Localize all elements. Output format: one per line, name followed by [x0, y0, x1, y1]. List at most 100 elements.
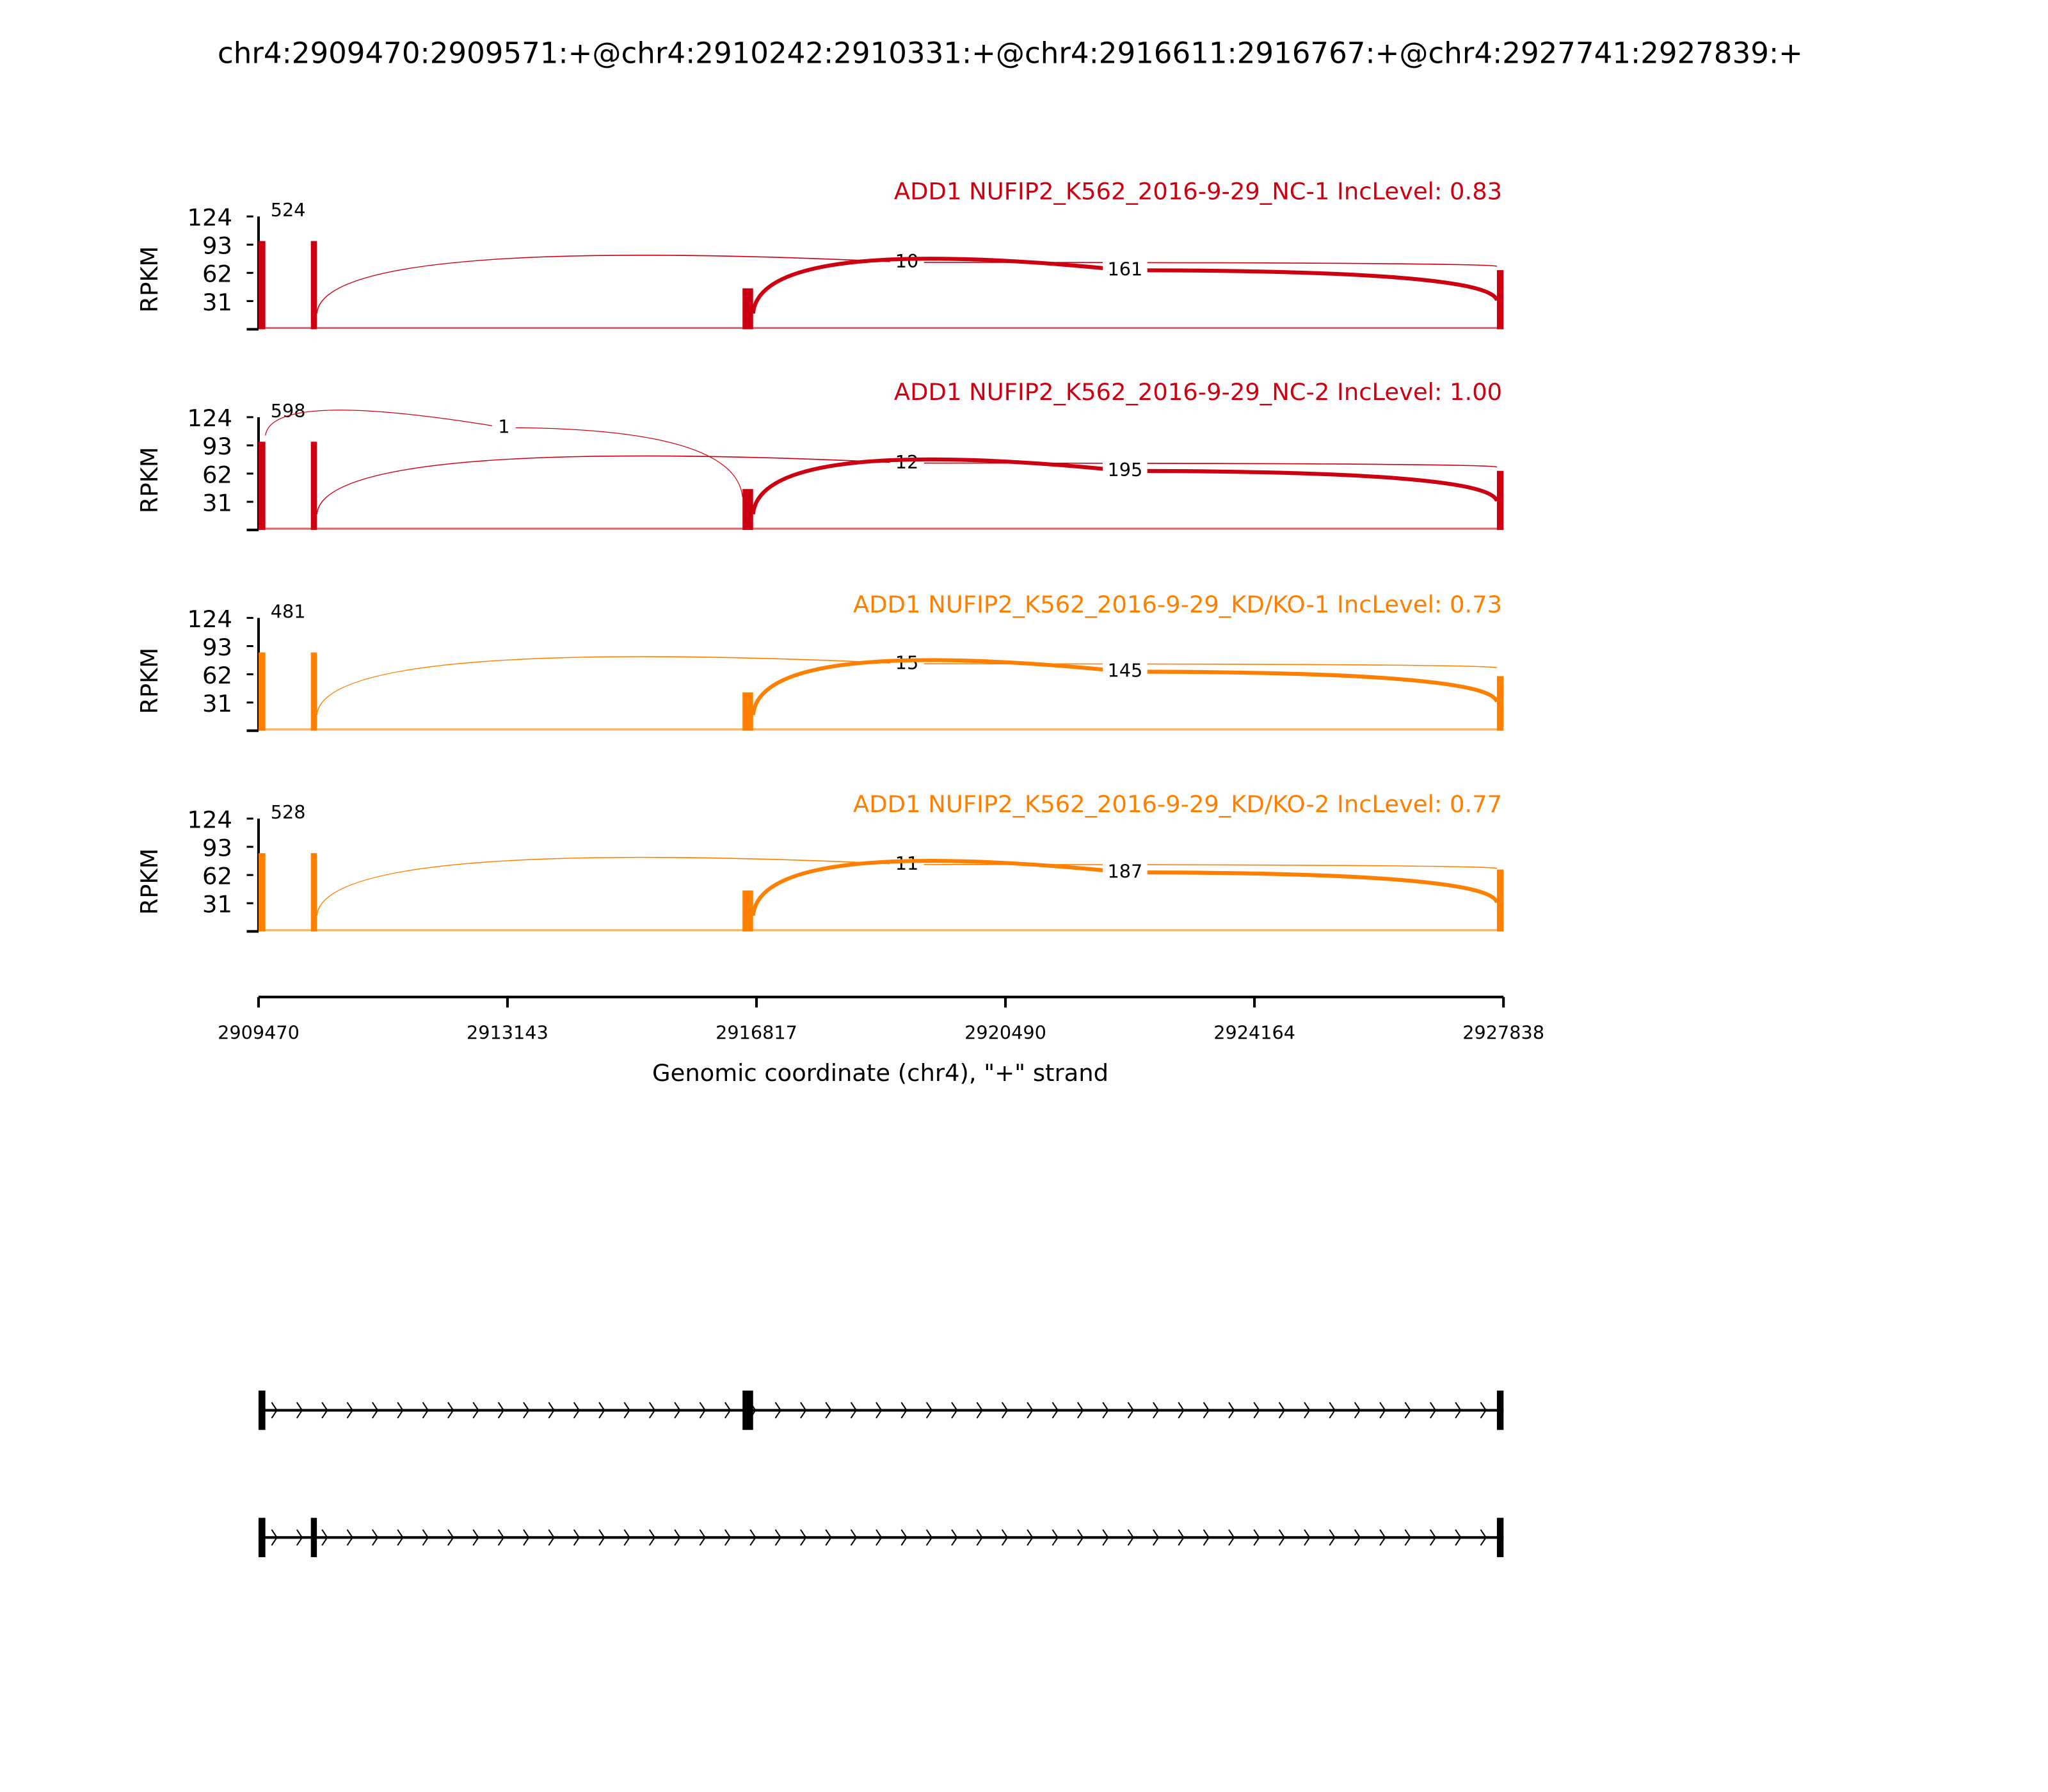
- strand-arrow-icon: [1052, 1529, 1059, 1546]
- y-tick-label: 124: [188, 204, 232, 232]
- strand-arrow-icon: [925, 1529, 933, 1546]
- junction-count-label: 145: [1107, 660, 1142, 682]
- junction-count-label: 524: [271, 199, 306, 221]
- strand-arrow-icon: [1404, 1402, 1411, 1419]
- strand-arrow-icon: [1329, 1529, 1336, 1546]
- strand-arrow-icon: [1178, 1529, 1185, 1546]
- junction-count-label: 12: [895, 451, 919, 473]
- strand-arrow-icon: [1203, 1402, 1210, 1419]
- coverage-exon-3: [742, 692, 753, 731]
- coverage-exon-4: [1496, 470, 1504, 531]
- strand-arrow-icon: [1027, 1402, 1034, 1419]
- strand-arrow-icon: [1480, 1529, 1487, 1546]
- strand-arrow-icon: [1329, 1402, 1336, 1419]
- strand-arrow-icon: [976, 1529, 983, 1546]
- panel-3: ADD1 NUFIP2_K562_2016-9-29_KD/KO-1 IncLe…: [136, 591, 1504, 732]
- x-axis-label: Genomic coordinate (chr4), "+" strand: [652, 1059, 1108, 1087]
- x-tick-label: 2924164: [1213, 1021, 1295, 1043]
- strand-arrow-icon: [296, 1402, 303, 1419]
- coverage-exon-2: [310, 241, 317, 330]
- strand-arrow-icon: [497, 1402, 505, 1419]
- strand-arrow-icon: [397, 1529, 404, 1546]
- coverage-exon-3: [742, 489, 753, 531]
- y-tick-label: 31: [202, 489, 232, 516]
- strand-arrow-icon: [825, 1402, 832, 1419]
- strand-arrow-icon: [699, 1529, 706, 1546]
- junction-count-label: 161: [1107, 258, 1142, 280]
- strand-arrow-icon: [648, 1529, 656, 1546]
- y-tick-label: 124: [188, 404, 232, 432]
- strand-arrow-icon: [1480, 1402, 1487, 1419]
- junction-label-bg: [1102, 255, 1148, 280]
- panel-4: ADD1 NUFIP2_K562_2016-9-29_KD/KO-2 IncLe…: [136, 790, 1504, 933]
- strand-arrow-icon: [1127, 1529, 1134, 1546]
- x-tick-label: 2927838: [1462, 1021, 1544, 1043]
- y-tick-label: 62: [202, 461, 232, 488]
- isoform-2: [258, 1517, 1504, 1558]
- strand-arrow-icon: [850, 1529, 858, 1546]
- junction-label-bg: [492, 413, 516, 437]
- strand-arrow-icon: [1304, 1529, 1311, 1546]
- strand-arrow-icon: [271, 1529, 278, 1546]
- strand-arrow-icon: [1228, 1402, 1235, 1419]
- junction-label-bg: [1102, 858, 1148, 882]
- x-tick-label: 2916817: [716, 1021, 797, 1043]
- coverage-exon-2: [310, 853, 317, 932]
- strand-arrow-icon: [472, 1402, 479, 1419]
- junction-label-bg: [1102, 456, 1148, 481]
- strand-arrow-icon: [800, 1529, 807, 1546]
- strand-arrow-icon: [1102, 1529, 1109, 1546]
- strand-arrow-icon: [1253, 1402, 1260, 1419]
- strand-arrow-icon: [674, 1402, 681, 1419]
- strand-arrow-icon: [523, 1529, 530, 1546]
- junction-label-bg: [1102, 657, 1148, 681]
- strand-arrow-icon: [1127, 1402, 1134, 1419]
- strand-arrow-icon: [472, 1529, 479, 1546]
- strand-arrow-icon: [1404, 1529, 1411, 1546]
- strand-arrow-icon: [573, 1402, 580, 1419]
- coverage-exon-3: [742, 890, 753, 932]
- plot-title: chr4:2909470:2909571:+@chr4:2910242:2910…: [218, 36, 1803, 70]
- coverage-exon-1: [258, 853, 266, 932]
- strand-arrow-icon: [623, 1529, 630, 1546]
- y-tick-label: 124: [188, 605, 232, 633]
- junction-label-bg: [266, 799, 311, 823]
- strand-arrow-icon: [976, 1402, 983, 1419]
- strand-arrow-icon: [1455, 1529, 1462, 1546]
- strand-arrow-icon: [598, 1529, 605, 1546]
- strand-arrow-icon: [1153, 1529, 1160, 1546]
- junction-count-label: 481: [271, 600, 306, 622]
- strand-arrow-icon: [674, 1529, 681, 1546]
- strand-arrow-icon: [1379, 1529, 1386, 1546]
- coverage-exon-1: [258, 442, 266, 531]
- strand-arrow-icon: [724, 1529, 732, 1546]
- strand-arrow-icon: [346, 1529, 353, 1546]
- strand-arrow-icon: [1379, 1402, 1386, 1419]
- strand-arrow-icon: [1076, 1402, 1084, 1419]
- strand-arrow-icon: [497, 1529, 505, 1546]
- x-axis: 2909470 2913143 2916817 2920490 2924164 29278…: [218, 995, 1544, 1043]
- junction-label-bg: [266, 598, 311, 622]
- y-tick-label: 93: [202, 433, 232, 460]
- coverage-exon-4: [1496, 676, 1504, 731]
- exon-block: [258, 1517, 266, 1558]
- coverage-exon-4: [1496, 869, 1504, 932]
- strand-arrow-icon: [1278, 1402, 1286, 1419]
- panel-title: ADD1 NUFIP2_K562_2016-9-29_KD/KO-2 IncLe…: [853, 790, 1502, 818]
- x-tick-label: 2909470: [218, 1021, 300, 1043]
- strand-arrow-icon: [1027, 1529, 1034, 1546]
- strand-arrow-icon: [321, 1529, 328, 1546]
- junction-label-bg: [266, 196, 311, 221]
- strand-arrow-icon: [699, 1402, 706, 1419]
- strand-arrow-icon: [900, 1402, 908, 1419]
- coverage-exon-2: [310, 442, 317, 531]
- strand-arrow-icon: [346, 1402, 353, 1419]
- y-tick-label: 62: [202, 260, 232, 288]
- junction-count-label: 10: [895, 250, 919, 272]
- y-tick-label: 124: [188, 806, 232, 833]
- strand-arrow-icon: [1455, 1402, 1462, 1419]
- strand-arrow-icon: [1354, 1529, 1361, 1546]
- strand-arrow-icon: [573, 1529, 580, 1546]
- junction-label-bg: [266, 397, 311, 421]
- strand-arrow-icon: [951, 1529, 958, 1546]
